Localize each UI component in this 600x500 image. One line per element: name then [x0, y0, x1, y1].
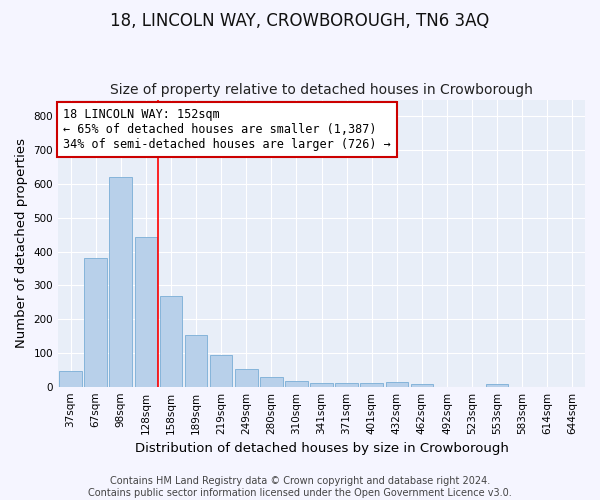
Bar	[235, 369, 257, 386]
Bar	[210, 354, 232, 386]
Bar	[386, 382, 408, 386]
Title: Size of property relative to detached houses in Crowborough: Size of property relative to detached ho…	[110, 83, 533, 97]
Bar	[185, 336, 208, 386]
Bar	[160, 296, 182, 386]
X-axis label: Distribution of detached houses by size in Crowborough: Distribution of detached houses by size …	[134, 442, 508, 455]
Y-axis label: Number of detached properties: Number of detached properties	[15, 138, 28, 348]
Bar	[310, 384, 333, 386]
Bar	[285, 381, 308, 386]
Text: 18 LINCOLN WAY: 152sqm
← 65% of detached houses are smaller (1,387)
34% of semi-: 18 LINCOLN WAY: 152sqm ← 65% of detached…	[64, 108, 391, 151]
Bar	[134, 237, 157, 386]
Bar	[410, 384, 433, 386]
Bar	[260, 377, 283, 386]
Bar	[59, 372, 82, 386]
Bar	[85, 258, 107, 386]
Text: Contains HM Land Registry data © Crown copyright and database right 2024.
Contai: Contains HM Land Registry data © Crown c…	[88, 476, 512, 498]
Bar	[109, 177, 132, 386]
Text: 18, LINCOLN WAY, CROWBOROUGH, TN6 3AQ: 18, LINCOLN WAY, CROWBOROUGH, TN6 3AQ	[110, 12, 490, 30]
Bar	[335, 384, 358, 386]
Bar	[361, 384, 383, 386]
Bar	[486, 384, 508, 386]
